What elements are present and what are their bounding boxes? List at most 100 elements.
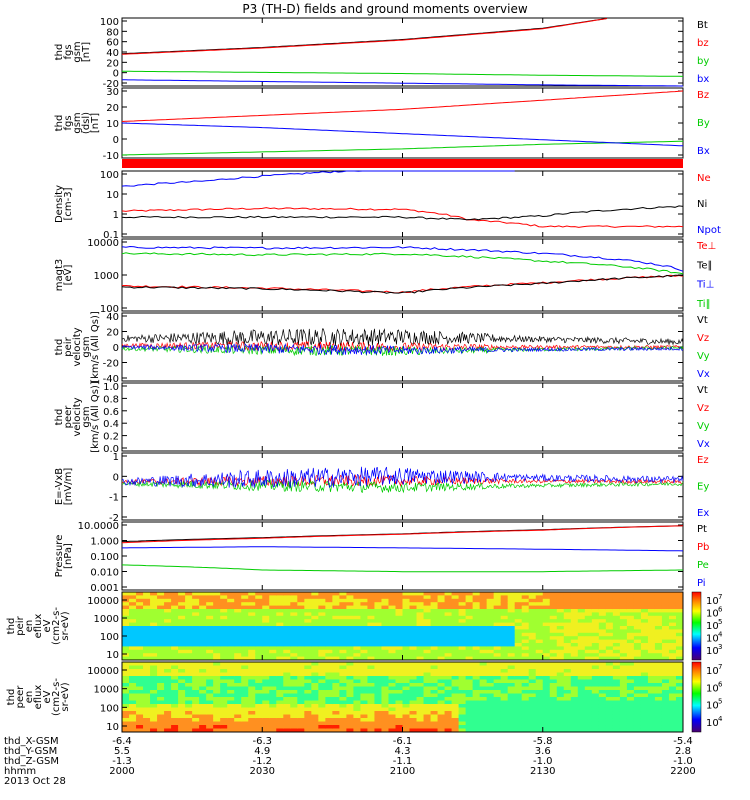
spectrogram-cell bbox=[647, 639, 656, 644]
spectrogram-cell bbox=[304, 629, 312, 634]
spectrogram-cell bbox=[675, 615, 684, 620]
spectrogram-cell bbox=[248, 626, 256, 630]
spectrogram-cell bbox=[227, 605, 235, 610]
spectrogram-cell bbox=[290, 669, 298, 673]
spectrogram-cell bbox=[171, 615, 179, 620]
spectrogram-cell bbox=[570, 697, 579, 701]
spectrogram-cell bbox=[367, 707, 375, 712]
spectrogram-cell bbox=[535, 690, 544, 694]
spectrogram-cell bbox=[346, 602, 354, 607]
spectrogram-cell bbox=[143, 728, 151, 733]
spectrogram-cell bbox=[556, 646, 565, 651]
spectrogram-cell bbox=[178, 721, 186, 726]
spectrogram-cell bbox=[612, 700, 621, 705]
spectrogram-cell bbox=[304, 643, 312, 647]
spectrogram-cell bbox=[409, 619, 418, 624]
spectrogram-cell bbox=[577, 721, 586, 726]
spectrogram-cell bbox=[598, 697, 607, 701]
spectrogram-cell bbox=[465, 643, 474, 647]
spectrogram-cell bbox=[325, 605, 333, 610]
spectrogram-cell bbox=[584, 683, 593, 687]
spectrogram-cell bbox=[164, 602, 172, 607]
spectrogram-cell bbox=[234, 656, 242, 661]
spectrogram-cell bbox=[549, 649, 558, 654]
spectrogram-cell bbox=[612, 595, 621, 600]
spectrogram-cell bbox=[493, 639, 502, 644]
spectrogram-cell bbox=[668, 725, 677, 729]
ytick-label: -10 bbox=[103, 151, 119, 162]
spectrogram-cell bbox=[416, 728, 425, 733]
spectrogram-cell bbox=[423, 697, 432, 701]
xtick-label: 2100 bbox=[390, 766, 415, 777]
spectrogram-cell bbox=[290, 598, 298, 603]
spectrogram-cell bbox=[388, 592, 396, 596]
spectrogram-cell bbox=[654, 619, 663, 624]
spectrogram-cell bbox=[521, 725, 530, 729]
spectrogram-cell bbox=[332, 602, 340, 607]
spectrogram-cell bbox=[178, 707, 186, 712]
spectrogram-cell bbox=[346, 598, 354, 603]
spectrogram-cell bbox=[227, 686, 235, 691]
spectrogram-cell bbox=[479, 592, 488, 596]
spectrogram-cell bbox=[248, 598, 256, 603]
spectrogram-cell bbox=[143, 639, 151, 644]
legend-bz: bz bbox=[697, 38, 709, 49]
spectrogram-cell bbox=[612, 676, 621, 680]
spectrogram-cell bbox=[311, 595, 319, 600]
spectrogram-cell bbox=[633, 700, 642, 705]
spectrogram-cell bbox=[178, 683, 186, 687]
spectrogram-cell bbox=[129, 721, 137, 726]
spectrogram-cell bbox=[479, 697, 488, 701]
spectrogram-cell bbox=[339, 615, 347, 620]
spectrogram-cell bbox=[269, 605, 277, 610]
spectrogram-cell bbox=[577, 693, 586, 698]
spectrogram-cell bbox=[528, 662, 537, 666]
spectrogram-cell bbox=[598, 690, 607, 694]
spectrogram-cell bbox=[619, 619, 628, 624]
spectrogram-cell bbox=[262, 690, 270, 694]
spectrogram-cell bbox=[521, 592, 530, 596]
spectrogram-cell bbox=[668, 672, 677, 677]
spectrogram-cell bbox=[465, 598, 474, 603]
spectrogram-cell bbox=[325, 711, 333, 715]
spectrogram-cell bbox=[136, 707, 144, 712]
spectrogram-cell bbox=[430, 592, 439, 596]
spectrogram-cell bbox=[332, 679, 340, 684]
spectrogram-cell bbox=[241, 609, 249, 613]
spectrogram-cell bbox=[479, 639, 488, 644]
spectrogram-cell bbox=[374, 656, 382, 661]
spectrogram-cell bbox=[563, 721, 572, 726]
spectrogram-cell bbox=[472, 662, 481, 666]
spectrogram-cell bbox=[563, 646, 572, 651]
spectrogram-cell bbox=[206, 605, 214, 610]
spectrogram-cell bbox=[171, 707, 179, 712]
spectrogram-cell bbox=[542, 665, 551, 670]
spectrogram-cell bbox=[500, 718, 509, 722]
spectrogram-cell bbox=[311, 686, 319, 691]
series-Ni bbox=[121, 205, 684, 221]
spectrogram-cell bbox=[451, 704, 460, 708]
spectrogram-cell bbox=[276, 609, 284, 613]
spectrogram-cell bbox=[150, 707, 158, 712]
spectrogram-cell bbox=[318, 693, 326, 698]
spectrogram-cell bbox=[395, 636, 403, 641]
spectrogram-cell bbox=[542, 643, 551, 647]
spectrogram-cell bbox=[164, 676, 172, 680]
spectrogram-cell bbox=[206, 714, 214, 719]
xtick-label: 2200 bbox=[670, 766, 695, 777]
spectrogram-cell bbox=[325, 653, 333, 658]
spectrogram-cell bbox=[185, 721, 193, 726]
spectrogram-cell bbox=[304, 602, 312, 607]
ytick-label: -40 bbox=[103, 374, 119, 385]
spectrogram-cell bbox=[311, 707, 319, 712]
spectrogram-cell bbox=[458, 718, 467, 722]
spectrogram-cell bbox=[374, 711, 382, 715]
spectrogram-cell bbox=[346, 697, 354, 701]
spectrogram-cell bbox=[584, 656, 593, 661]
spectrogram-cell bbox=[325, 714, 333, 719]
spectrogram-cell bbox=[633, 704, 642, 708]
spectrogram-cell bbox=[465, 592, 474, 596]
spectrogram-cell bbox=[493, 592, 502, 596]
spectrogram-cell bbox=[472, 679, 481, 684]
spectrogram-cell bbox=[430, 598, 439, 603]
